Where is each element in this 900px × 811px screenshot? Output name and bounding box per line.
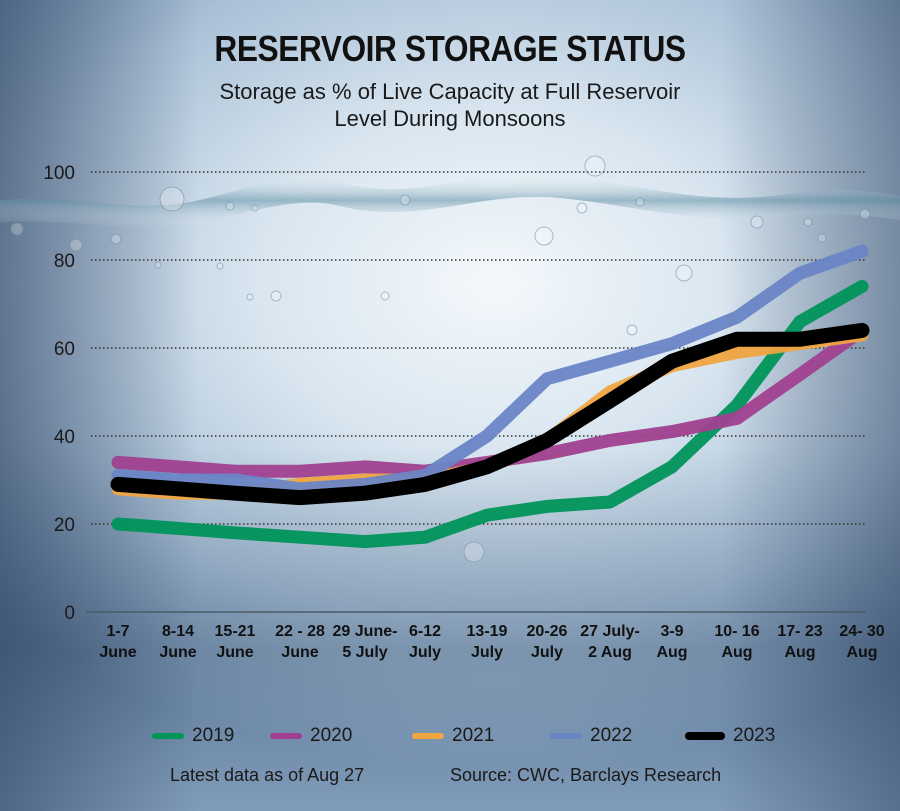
legend-label: 2023	[733, 725, 776, 746]
x-tick-label: 20-26 July	[527, 623, 568, 661]
bubble-decoration	[534, 226, 554, 246]
bubble-decoration	[251, 204, 259, 212]
bubble-decoration	[859, 208, 871, 220]
bubble-decoration	[584, 155, 606, 177]
bubble-decoration	[635, 197, 645, 207]
chart-title: RESERVOIR STORAGE STATUS	[214, 28, 686, 69]
bubble-decoration	[803, 217, 813, 227]
y-tick-label: 0	[64, 603, 75, 624]
source-note: Source: CWC, Barclays Research	[450, 765, 722, 785]
gridlines	[86, 171, 866, 613]
x-tick-label: 6-12 July	[409, 623, 441, 661]
series-line-2022	[111, 244, 869, 496]
y-tick-label: 20	[54, 515, 75, 536]
x-tick-label: 3-9 Aug	[656, 623, 687, 661]
y-tick-label: 100	[43, 163, 75, 184]
legend-item-2021: 2021	[412, 725, 494, 747]
legend-swatch	[270, 733, 302, 739]
x-tick-label: 17- 23 Aug	[777, 623, 822, 661]
bubble-decoration	[246, 293, 254, 301]
bubble-decoration	[626, 324, 638, 336]
x-tick-label: 24- 30 Aug	[839, 623, 884, 661]
bubble-decoration	[159, 186, 185, 212]
x-tick-label: 29 June-5 July	[333, 623, 398, 661]
legend-label: 2021	[452, 725, 495, 746]
y-tick-label: 60	[54, 339, 75, 360]
x-tick-label: 10- 16 Aug	[714, 623, 759, 661]
bubble-decoration	[463, 541, 485, 563]
bubble-decoration	[225, 201, 235, 211]
water-wave	[0, 173, 900, 228]
legend-swatch	[412, 733, 444, 739]
bubble-decoration	[399, 194, 411, 206]
x-tick-label: 13-19 July	[467, 623, 508, 661]
legend-swatch	[550, 733, 582, 739]
chart-subtitle: Storage as % of Live Capacity at Full Re…	[0, 78, 900, 132]
bubble-decoration	[576, 202, 588, 214]
bubble-decoration	[675, 264, 693, 282]
bubble-decoration	[380, 291, 390, 301]
legend-item-2019: 2019	[152, 725, 234, 747]
legend-label: 2020	[310, 725, 353, 746]
water-surface-decoration	[0, 155, 900, 563]
bubble-decoration	[110, 233, 122, 245]
bubble-decoration	[154, 261, 162, 269]
y-tick-label: 40	[54, 427, 75, 448]
series-lines	[110, 244, 870, 549]
y-axis: 0 20 40 60 80 100	[43, 163, 75, 624]
legend-swatch	[152, 733, 184, 739]
subtitle-line-1: Storage as % of Live Capacity at Full Re…	[219, 79, 681, 104]
series-line-2023	[110, 322, 870, 506]
x-tick-label: 1-7 June	[99, 623, 136, 661]
subtitle-line-2: Level During Monsoons	[334, 106, 566, 131]
legend: 2019 2020 2021 2022 2023	[150, 725, 800, 753]
legend-item-2022: 2022	[550, 725, 632, 747]
legend-swatch	[685, 732, 725, 740]
data-date-note: Latest data as of Aug 27	[170, 765, 365, 785]
bubble-decoration	[69, 238, 83, 252]
x-tick-label: 27 July-2 Aug	[580, 623, 640, 661]
legend-item-2020: 2020	[270, 725, 352, 747]
x-tick-label: 15-21 June	[215, 623, 256, 661]
x-tick-label: 8-14 June	[159, 623, 196, 661]
bubble-decoration	[216, 262, 224, 270]
bubble-decoration	[10, 222, 24, 236]
y-tick-label: 80	[54, 251, 75, 272]
bubble-decoration	[817, 233, 827, 243]
legend-label: 2019	[192, 725, 235, 746]
x-tick-label: 22 - 28 June	[275, 623, 325, 661]
legend-item-2023: 2023	[685, 725, 775, 747]
bubble-decoration	[270, 290, 282, 302]
series-line-2019	[111, 279, 869, 549]
legend-label: 2022	[590, 725, 633, 746]
bubble-decoration	[750, 215, 764, 229]
